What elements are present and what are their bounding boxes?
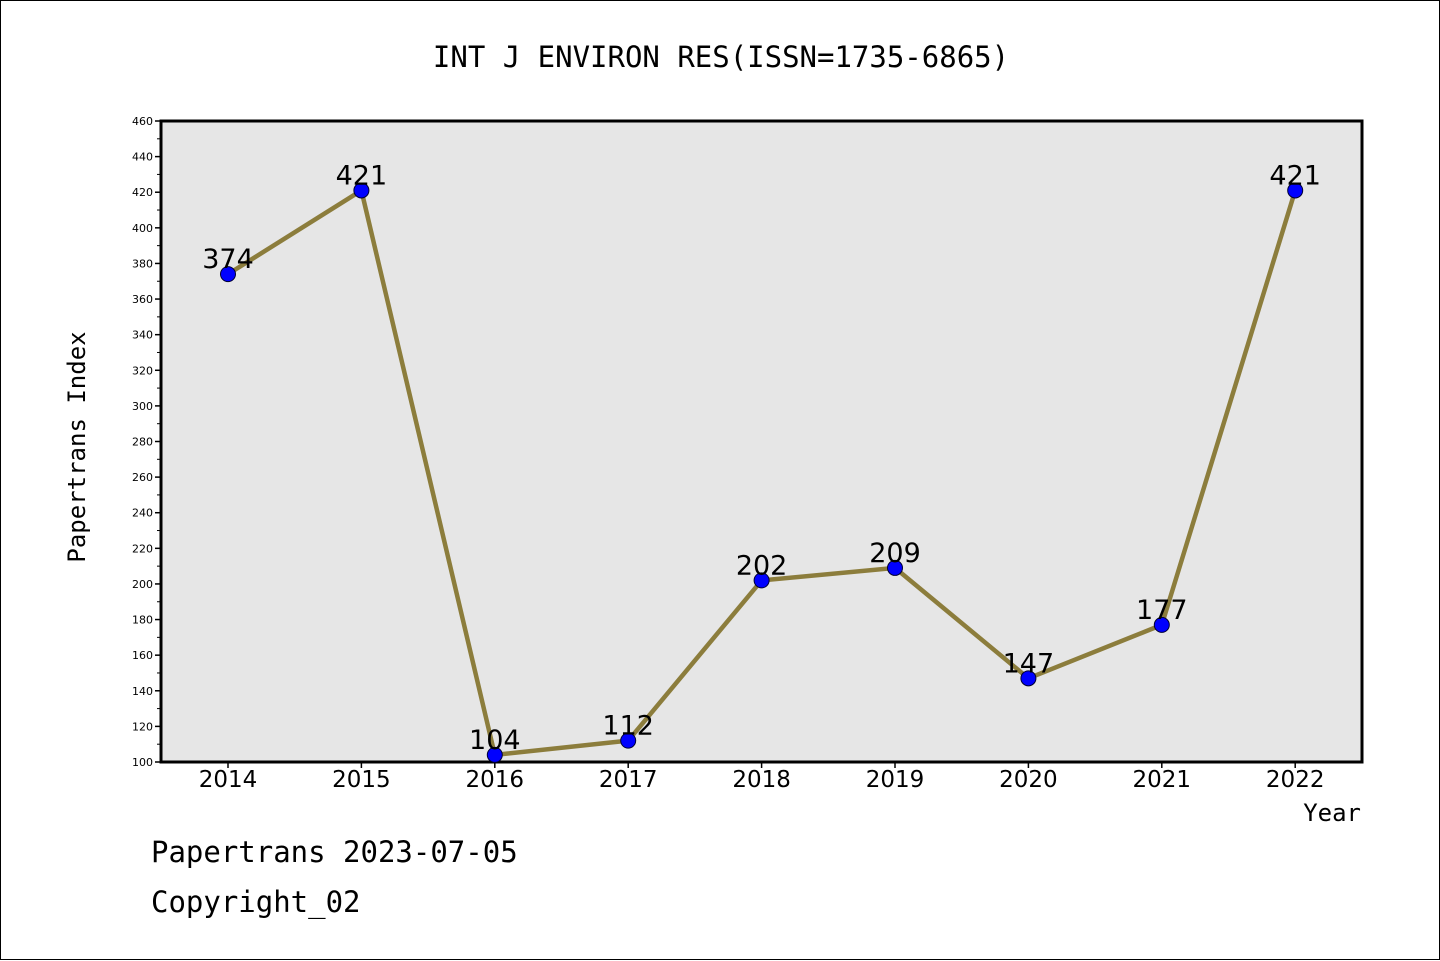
- data-label: 112: [602, 711, 654, 742]
- data-label: 104: [469, 725, 521, 756]
- data-label: 421: [1269, 160, 1321, 191]
- x-tick-label: 2018: [732, 767, 791, 793]
- x-axis-label: Year: [1303, 799, 1361, 827]
- y-tick-label: 160: [132, 649, 153, 662]
- y-tick-label: 400: [132, 222, 153, 235]
- data-point: [353, 182, 370, 199]
- data-point: [887, 559, 903, 576]
- y-tick-label: 180: [132, 614, 153, 627]
- y-tick-label: 220: [132, 542, 153, 555]
- data-label: 177: [1136, 595, 1188, 626]
- data-label: 374: [202, 244, 254, 275]
- y-tick-label: 100: [132, 756, 153, 769]
- y-tick-label: 420: [132, 186, 153, 199]
- x-tick-label: 2019: [866, 767, 925, 793]
- y-tick-label: 320: [132, 364, 153, 377]
- y-tick-label: 240: [132, 507, 153, 520]
- y-tick-label: 120: [132, 720, 153, 733]
- footer-date: Papertrans 2023-07-05: [151, 835, 518, 869]
- series-layer: 374 421 104 112 202 209 147 177 421: [202, 160, 1321, 763]
- x-tick-label: 2022: [1266, 767, 1325, 793]
- y-tick-label: 300: [132, 400, 153, 413]
- x-tick-label: 2020: [999, 767, 1058, 793]
- y-tick-label: 260: [132, 471, 153, 484]
- y-tick-label: 340: [132, 329, 153, 342]
- x-tick-label: 2015: [332, 767, 391, 793]
- y-tick-label: 440: [132, 151, 153, 164]
- data-point: [620, 732, 637, 749]
- data-label: 202: [736, 550, 788, 581]
- data-point: [1287, 182, 1304, 199]
- chart-title: INT J ENVIRON RES(ISSN=1735-6865): [433, 40, 1009, 74]
- data-point: [1153, 616, 1170, 633]
- data-point: [220, 266, 236, 283]
- y-tick-label: 280: [132, 436, 153, 449]
- footer-copyright: Copyright_02: [151, 885, 361, 919]
- y-tick-label: 200: [132, 578, 153, 591]
- x-tick-label: 2017: [599, 767, 658, 793]
- y-axis-label: Papertrans Index: [63, 331, 91, 562]
- data-point: [486, 746, 503, 763]
- data-label: 147: [1003, 648, 1055, 679]
- data-label: 421: [336, 160, 388, 191]
- y-tick-label: 140: [132, 685, 153, 698]
- data-label: 209: [869, 538, 921, 569]
- plot-area: [159, 119, 1364, 764]
- x-axis: 2014 2015 2016 2017 2018 2019 2020 2021 2022: [199, 762, 1325, 793]
- y-tick-label: 360: [132, 293, 153, 306]
- y-tick-label: 380: [132, 257, 153, 270]
- x-tick-label: 2021: [1133, 767, 1192, 793]
- data-point: [1020, 670, 1037, 687]
- data-point: [753, 572, 770, 589]
- y-tick-label: 460: [132, 115, 153, 128]
- y-axis: 100 120 140 160 180 200 220 240 260 280 300 320 340 3…: [132, 115, 161, 769]
- x-tick-label: 2014: [199, 767, 258, 793]
- x-tick-label: 2016: [466, 767, 525, 793]
